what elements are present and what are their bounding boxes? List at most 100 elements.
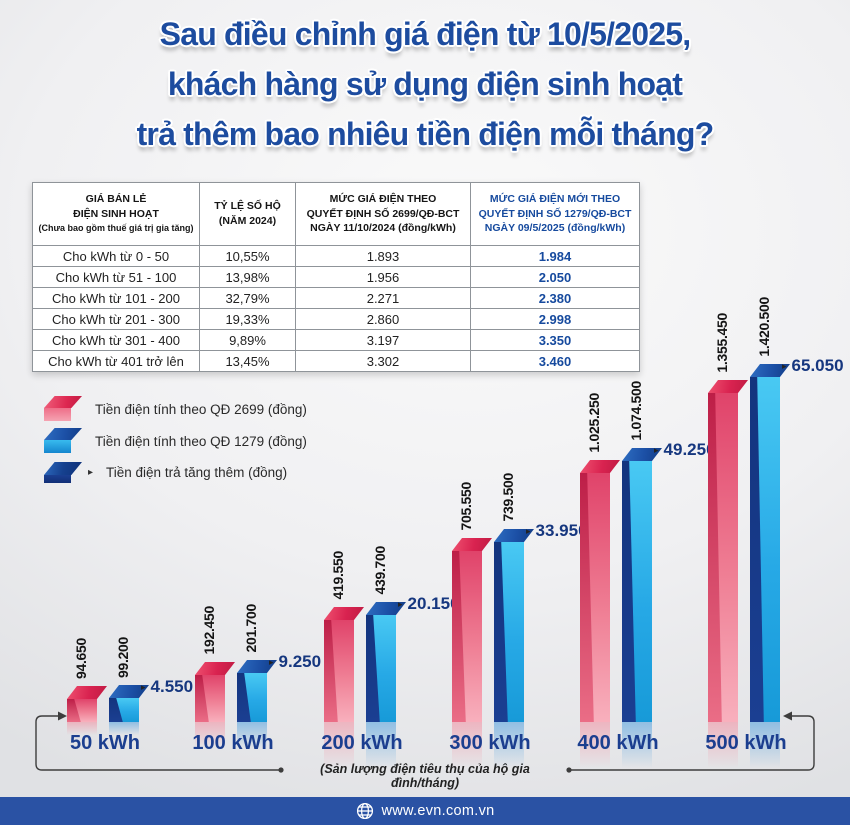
table-cell: 1.956 [295,266,471,288]
bar-top-face [324,607,364,620]
bar-top-face [580,460,620,473]
bar-value-label: 94.650 [73,637,89,679]
header-line: MỨC GIÁ ĐIỆN MỚI THEO [489,192,621,205]
bar-value-label: 1.074.500 [628,381,644,441]
cube-front-face [44,440,72,453]
bar-value-label: 192.450 [201,606,217,655]
bar-qd1279: 99.200 [109,637,149,735]
header-line: NGÀY 09/5/2025 (đồng/kWh) [484,222,626,235]
bar-qd1279: 1.420.500 [750,297,790,768]
price-table-header: GIÁ BÁN LẺ ĐIỆN SINH HOẠT (Chưa bao gồm th… [32,182,640,246]
table-cell: 19,33% [199,308,296,330]
bar-reflection [452,722,482,768]
bar-qd1279: 1.074.500 [622,381,662,768]
table-cell: 32,79% [199,287,296,309]
header-line: (NĂM 2024) [218,215,277,227]
bar-value-label: 99.200 [115,636,131,678]
table-row: Cho kWh từ 0 - 50 10,55% 1.893 1.984 [32,245,640,267]
bar-reflection [109,722,139,735]
bar-reflection [750,722,780,768]
diff-value: 49.250 [663,440,716,459]
bar-qd2699: 192.450 [195,606,235,748]
bar-value-label: 439.700 [372,546,388,595]
header-line: QUYẾT ĐỊNH SỐ 2699/QĐ-BCT [306,207,460,220]
diff-label: ▸ 33.950 [526,521,588,541]
bar-reflection [195,722,225,748]
bar-reflection [580,722,610,768]
diff-value: 33.950 [535,521,588,540]
cube-front-face [44,408,72,421]
header-line: QUYẾT ĐỊNH SỐ 1279/QĐ-BCT [478,207,632,220]
category-label: 500 kWh [705,732,787,754]
bar-value-label: 1.420.500 [756,297,772,357]
bar-reflection [237,722,267,749]
category-label: 300 kWh [449,732,531,754]
category-label: 50 kWh [69,732,141,754]
axis-dot-right [566,767,572,773]
bar-reflection [67,722,97,735]
bar-top-face [109,685,149,698]
legend-label: Tiền điện trả tăng thêm (đồng) [106,464,288,480]
bar-value-label: 419.550 [330,551,346,600]
legend-item: Tiền điện tính theo QĐ 2699 (đồng) [44,396,307,422]
legend-item: ▸ Tiền điện trả tăng thêm (đồng) [44,460,307,484]
axis-bracket [35,711,815,773]
legend-label: Tiền điện tính theo QĐ 2699 (đồng) [95,401,307,417]
table-cell: Cho kWh từ 301 - 400 [32,329,200,351]
table-row: Cho kWh từ 101 - 200 32,79% 2.271 2.380 [32,287,640,309]
table-row: Cho kWh từ 301 - 400 9,89% 3.197 3.350 [32,329,640,351]
website-link[interactable]: www.evn.com.vn [381,803,495,819]
bar-reflection [494,722,524,768]
bar-value-label: 1.355.450 [714,313,730,373]
legend: Tiền điện tính theo QĐ 2699 (đồng) Tiền đ… [44,396,307,484]
arrow-right-icon: ▸ [398,598,403,609]
diff-value: 20.150 [407,594,460,613]
arrow-right-icon: ▸ [654,444,659,455]
axis-arrow-left [58,711,67,721]
blue-cube-icon [44,428,82,454]
table-cell: 2.050 [470,266,640,288]
arrow-right-icon: ▸ [141,681,146,692]
arrow-right-icon: ▸ [88,466,94,478]
bar-value-label: 201.700 [243,604,259,653]
bar-value-label: 1.025.250 [586,393,602,453]
bar-top-face [237,660,277,673]
table-cell: 3.460 [470,350,640,372]
header-line: ĐIỆN SINH HOẠT [73,207,159,220]
diff-label: ▸ 65.050 [782,356,844,376]
category-label: 400 kWh [577,732,659,754]
title-line-1: Sau điều chỉnh giá điện từ 10/5/2025, [159,16,691,52]
category-label: 100 kWh [192,732,274,754]
bar-reflection [324,722,354,768]
axis-arrow-right [783,711,792,721]
arrow-right-icon: ▸ [782,360,787,371]
bar-reflection [366,722,396,768]
price-table: GIÁ BÁN LẺ ĐIỆN SINH HOẠT (Chưa bao gồm th… [32,182,640,372]
bar-reflection [708,722,738,768]
table-row: Cho kWh từ 51 - 100 13,98% 1.956 2.050 [32,266,640,288]
globe-icon [356,802,373,820]
bar-top-face [750,364,790,377]
category-label: 200 kWh [321,732,403,754]
legend-label: Tiền điện tính theo QĐ 1279 (đồng) [95,433,307,449]
title-line-2: khách hàng sử dụng điện sinh hoạt [167,66,683,102]
bar-top-face [708,380,748,393]
table-cell: 3.197 [295,329,471,351]
bar-top-face [494,529,534,542]
cube-top-face [44,396,82,408]
bar-qd2699: 1.025.250 [580,393,620,768]
pink-cube-icon [44,396,82,422]
diff-value: 65.050 [791,356,844,375]
header-line: (Chưa bao gồm thuế giá trị gia tăng) [38,223,194,234]
diff-label: ▸ 20.150 [398,594,460,614]
bar-qd2699: 94.650 [67,638,107,735]
table-cell: 13,45% [199,350,296,372]
table-cell: Cho kWh từ 51 - 100 [32,266,200,288]
table-cell: 3.302 [295,350,471,372]
arrow-right-icon: ▸ [269,656,274,667]
axis-dot-left [278,767,284,773]
bar-top-face [366,602,406,615]
table-cell: 10,55% [199,245,296,267]
page-title: Sau điều chỉnh giá điện từ 10/5/2025, kh… [0,9,850,159]
